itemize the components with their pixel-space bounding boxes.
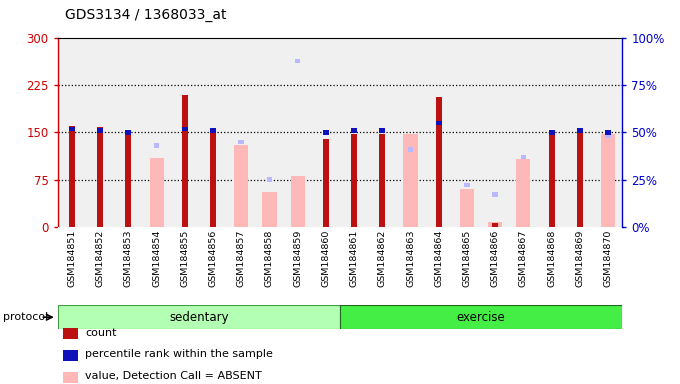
Text: GSM184867: GSM184867: [519, 230, 528, 287]
Bar: [549, 130, 555, 135]
Text: GSM184855: GSM184855: [180, 230, 189, 287]
Bar: [323, 130, 329, 135]
Bar: [150, 157, 164, 227]
Bar: [125, 130, 131, 135]
Text: GSM184868: GSM184868: [547, 230, 556, 287]
Text: GSM184869: GSM184869: [575, 230, 584, 287]
Text: percentile rank within the sample: percentile rank within the sample: [85, 349, 273, 359]
Bar: [69, 126, 75, 227]
Bar: [379, 134, 386, 227]
Bar: [69, 126, 75, 131]
Text: GSM184866: GSM184866: [491, 230, 500, 287]
Bar: [460, 189, 474, 227]
Text: GSM184860: GSM184860: [322, 230, 330, 287]
Text: count: count: [85, 328, 116, 338]
Text: value, Detection Call = ABSENT: value, Detection Call = ABSENT: [85, 371, 262, 381]
Bar: [239, 140, 244, 144]
Text: GSM184870: GSM184870: [604, 230, 613, 287]
Text: GSM184852: GSM184852: [96, 230, 105, 287]
Bar: [295, 59, 301, 63]
Bar: [521, 155, 526, 159]
Text: GSM184858: GSM184858: [265, 230, 274, 287]
Bar: [210, 128, 216, 133]
Text: GSM184854: GSM184854: [152, 230, 161, 287]
Text: GSM184857: GSM184857: [237, 230, 245, 287]
Bar: [549, 134, 555, 227]
Bar: [577, 131, 583, 227]
Bar: [464, 183, 470, 187]
Bar: [125, 131, 131, 227]
Bar: [379, 128, 386, 133]
Text: GSM184853: GSM184853: [124, 230, 133, 287]
Bar: [351, 128, 357, 133]
Bar: [234, 145, 248, 227]
Text: GSM184865: GSM184865: [462, 230, 471, 287]
Text: GSM184851: GSM184851: [67, 230, 76, 287]
Bar: [182, 126, 188, 131]
Bar: [601, 134, 615, 227]
Text: GSM184863: GSM184863: [406, 230, 415, 287]
Text: GSM184864: GSM184864: [435, 230, 443, 287]
Text: GSM184859: GSM184859: [293, 230, 302, 287]
Bar: [262, 192, 277, 227]
Bar: [492, 192, 498, 197]
Bar: [97, 127, 103, 227]
Text: sedentary: sedentary: [169, 311, 228, 324]
Bar: [488, 222, 503, 227]
Bar: [492, 223, 498, 227]
Bar: [605, 134, 611, 139]
Bar: [351, 134, 357, 227]
Bar: [436, 97, 442, 227]
Text: GDS3134 / 1368033_at: GDS3134 / 1368033_at: [65, 8, 226, 22]
Bar: [290, 176, 305, 227]
Bar: [323, 139, 329, 227]
Bar: [267, 177, 272, 182]
Text: GSM184856: GSM184856: [209, 230, 218, 287]
Bar: [403, 134, 418, 227]
Text: GSM184862: GSM184862: [378, 230, 387, 287]
Bar: [577, 128, 583, 133]
Bar: [516, 159, 530, 227]
Bar: [436, 121, 442, 125]
Bar: [408, 147, 413, 152]
Text: protocol: protocol: [3, 312, 49, 322]
Bar: [340, 305, 622, 329]
Bar: [58, 305, 340, 329]
Text: exercise: exercise: [457, 311, 505, 324]
Bar: [210, 131, 216, 227]
Bar: [97, 128, 103, 133]
Bar: [605, 130, 611, 135]
Text: GSM184861: GSM184861: [350, 230, 358, 287]
Bar: [154, 144, 159, 148]
Bar: [182, 95, 188, 227]
